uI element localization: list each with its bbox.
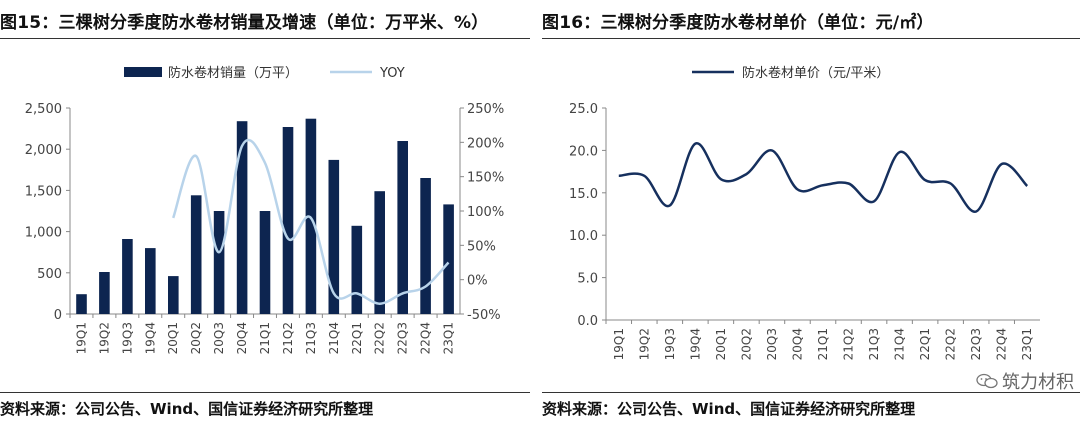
volume-bar	[145, 248, 156, 314]
left-y-tick-label: 2,000	[25, 143, 62, 158]
x-tick-label: 21Q4	[327, 322, 341, 354]
volume-bar	[351, 225, 363, 314]
volume-bar	[122, 239, 133, 314]
price-line	[618, 142, 1029, 213]
x-tick-label: 21Q2	[842, 328, 856, 360]
right-y-tick-label: 50%	[467, 239, 496, 254]
x-tick-label: 21Q1	[258, 322, 272, 354]
volume-bar	[328, 159, 340, 314]
left-source-note: 资料来源：公司公告、Wind、国信证券经济研究所整理	[0, 400, 374, 418]
volume-bar	[76, 294, 87, 314]
x-tick-label: 22Q1	[918, 328, 932, 360]
x-tick-label: 20Q1	[166, 322, 180, 354]
x-tick-label: 20Q1	[714, 328, 728, 360]
right-panel: 图16：三棵树分季度防水卷材单价（单位：元/㎡） 防水卷材单价（元/平米） 0.…	[542, 0, 1080, 429]
x-tick-label: 19Q4	[688, 328, 702, 360]
left-y-tick-label: 2,500	[25, 102, 62, 117]
y-tick-label: 15.0	[569, 187, 598, 202]
right-title-rule	[542, 38, 1080, 39]
x-tick-label: 21Q3	[867, 328, 881, 360]
x-tick-label: 22Q4	[419, 322, 433, 354]
x-tick-label: 20Q4	[235, 322, 249, 354]
x-tick-label: 21Q4	[893, 328, 907, 360]
left-panel: 图15：三棵树分季度防水卷材销量及增速（单位：万平米、%） 防水卷材销量（万平）…	[0, 0, 530, 429]
left-y-tick-label: 1,000	[25, 226, 62, 241]
volume-bar	[99, 272, 110, 314]
right-y-tick-label: -50%	[467, 308, 501, 323]
x-tick-label: 22Q2	[373, 322, 387, 354]
left-figure-title: 图15：三棵树分季度防水卷材销量及增速（单位：万平米、%）	[0, 13, 489, 33]
y-tick-label: 0.0	[577, 314, 598, 329]
x-tick-label: 19Q2	[637, 328, 651, 360]
sales-volume-chart: 防水卷材销量（万平） YOY 0 500 1,000 1,500 2,000 2,500 -5…	[25, 65, 504, 354]
volume-bar	[443, 204, 454, 314]
right-source-rule	[542, 392, 1080, 393]
legend-bar-swatch	[124, 67, 162, 77]
x-tick-label: 22Q3	[396, 322, 410, 354]
x-tick-label: 19Q1	[74, 322, 88, 354]
x-tick-label: 22Q2	[944, 328, 958, 360]
yoy-line	[172, 138, 450, 305]
volume-bar	[236, 121, 248, 314]
left-y-tick-label: 0	[54, 308, 62, 323]
left-y-tick-label: 500	[37, 267, 62, 282]
x-tick-label: 19Q4	[143, 322, 157, 354]
x-tick-label: 23Q1	[442, 322, 456, 354]
x-tick-label: 22Q1	[350, 322, 364, 354]
x-tick-label: 20Q2	[189, 322, 203, 354]
x-tick-label: 19Q3	[120, 322, 134, 354]
right-y-tick-label: 250%	[467, 102, 504, 117]
volume-bar	[420, 178, 431, 314]
volume-bar	[168, 276, 179, 314]
volume-bar	[282, 127, 294, 314]
x-tick-label: 22Q4	[995, 328, 1009, 360]
right-y-tick-label: 150%	[467, 171, 504, 186]
y-tick-label: 10.0	[569, 229, 598, 244]
x-tick-label: 20Q3	[765, 328, 779, 360]
watermark-text: 筑力材积	[1002, 372, 1074, 393]
right-y-tick-label: 200%	[467, 136, 504, 151]
left-title-rule	[0, 38, 530, 39]
x-tick-label: 19Q3	[663, 328, 677, 360]
right-source-note: 资料来源：公司公告、Wind、国信证券经济研究所整理	[542, 400, 916, 418]
x-tick-label: 21Q2	[281, 322, 295, 354]
x-tick-label: 23Q1	[1020, 328, 1034, 360]
watermark: 筑力材积	[976, 368, 1074, 394]
left-y-tick-label: 1,500	[25, 184, 62, 199]
left-source-rule	[0, 392, 530, 393]
legend-bar-label: 防水卷材销量（万平）	[168, 65, 298, 81]
y-tick-label: 5.0	[577, 272, 598, 287]
right-figure-title: 图16：三棵树分季度防水卷材单价（单位：元/㎡）	[542, 13, 934, 33]
x-tick-label: 20Q2	[739, 328, 753, 360]
x-tick-label: 19Q2	[97, 322, 111, 354]
x-tick-label: 22Q3	[969, 328, 983, 360]
legend-price-label: 防水卷材单价（元/平米）	[742, 65, 889, 81]
x-tick-label: 21Q3	[304, 322, 318, 354]
y-tick-label: 25.0	[569, 102, 598, 117]
x-tick-label: 20Q3	[212, 322, 226, 354]
volume-bar	[213, 211, 225, 314]
volume-bar	[374, 191, 385, 314]
volume-bar	[397, 141, 408, 314]
volume-bar	[259, 211, 271, 314]
y-tick-label: 20.0	[569, 144, 598, 159]
unit-price-chart: 防水卷材单价（元/平米） 0.0 5.0 10.0 15.0 20.0 25.0 19Q1…	[569, 65, 1040, 360]
volume-bar	[190, 195, 202, 314]
x-tick-label: 20Q4	[790, 328, 804, 360]
right-y-tick-label: 100%	[467, 205, 504, 220]
x-tick-label: 21Q1	[816, 328, 830, 360]
wechat-icon	[976, 373, 998, 389]
x-tick-label: 19Q1	[612, 328, 626, 360]
right-y-tick-label: 0%	[467, 274, 488, 289]
legend-yoy-label: YOY	[379, 66, 405, 81]
